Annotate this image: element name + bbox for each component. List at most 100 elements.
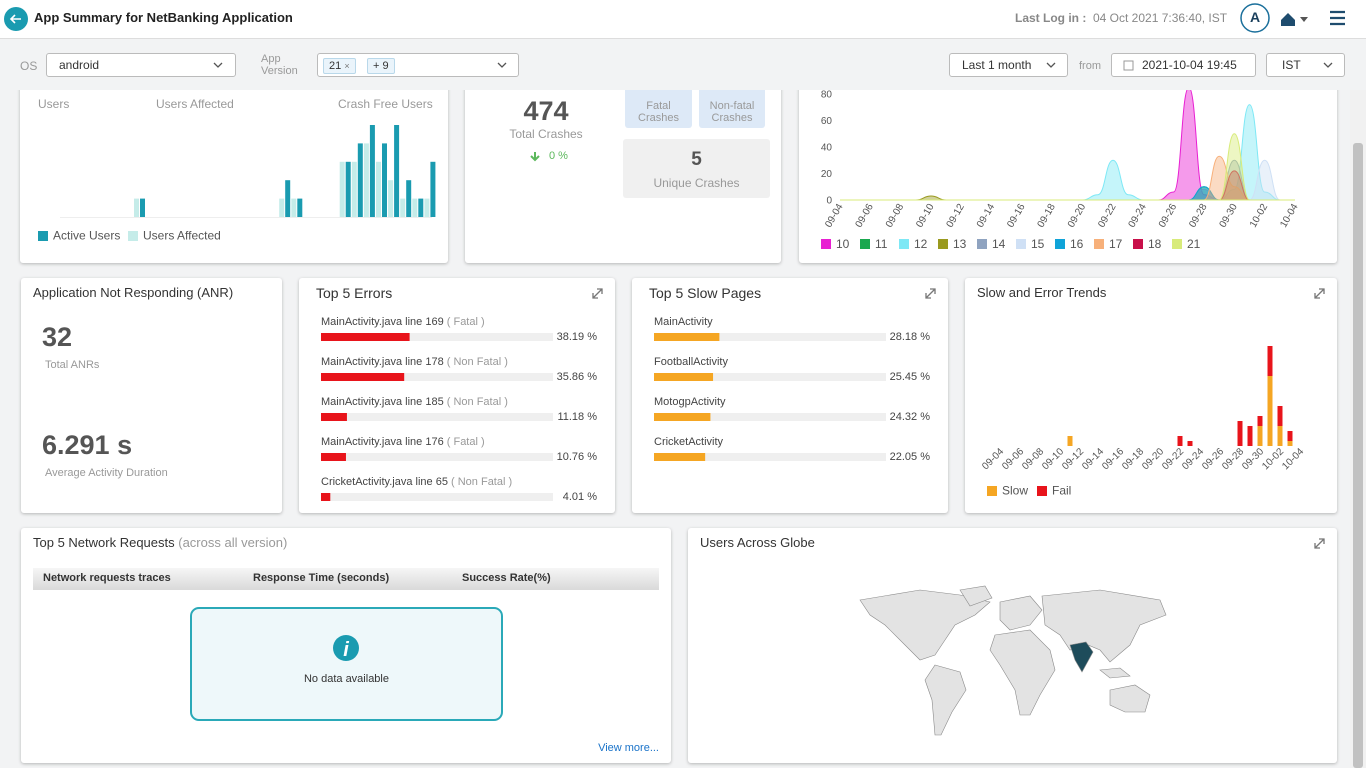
legend-label: Users Affected bbox=[143, 229, 221, 243]
legend-label: 21 bbox=[1187, 237, 1201, 251]
legend-swatch bbox=[977, 239, 987, 249]
legend-swatch bbox=[860, 239, 870, 249]
expand-icon[interactable] bbox=[592, 288, 603, 299]
asia bbox=[1041, 589, 1167, 663]
errors-card bbox=[299, 278, 615, 513]
from-input[interactable]: 2021-10-04 19:45 bbox=[1111, 53, 1256, 77]
x-tick-label: 09-26 bbox=[1200, 446, 1226, 472]
europe bbox=[999, 595, 1043, 631]
legend-label: 10 bbox=[836, 237, 850, 251]
item-label: 38.19 % bbox=[556, 331, 597, 343]
x-tick-label: 09-30 bbox=[1240, 446, 1266, 472]
legend-swatch bbox=[1172, 239, 1182, 249]
range-select[interactable]: Last 1 month bbox=[949, 53, 1068, 77]
x-tick-label: 09-30 bbox=[1218, 202, 1241, 230]
legend-swatch bbox=[1016, 239, 1026, 249]
legend-label: 17 bbox=[1109, 237, 1123, 251]
y-tick-label: 60 bbox=[821, 116, 833, 127]
tz-select[interactable]: IST bbox=[1266, 53, 1345, 77]
chip-remove[interactable]: × bbox=[344, 61, 350, 71]
bar bbox=[654, 453, 706, 461]
version-chip[interactable]: 21 × bbox=[323, 58, 356, 74]
legend-swatch bbox=[1133, 239, 1143, 249]
bar-track bbox=[321, 373, 553, 381]
bar bbox=[394, 125, 400, 217]
item-label: 22.05 % bbox=[889, 451, 930, 463]
avatar[interactable] bbox=[1240, 3, 1270, 33]
empty-message: No data available bbox=[303, 673, 389, 685]
item-kind: ( Non Fatal ) bbox=[446, 396, 508, 408]
slow-pages-title: Top 5 Slow Pages bbox=[649, 285, 762, 301]
expand-icon[interactable] bbox=[1314, 288, 1325, 299]
info-icon bbox=[333, 635, 359, 661]
bar bbox=[339, 161, 345, 217]
legend-label: 11 bbox=[875, 237, 888, 251]
page-title: App Summary for NetBanking Application bbox=[34, 10, 293, 25]
os-label: OS bbox=[20, 59, 38, 73]
item-kind: ( Non Fatal ) bbox=[451, 476, 513, 488]
x-tick-label: 09-10 bbox=[1040, 446, 1066, 472]
fatal-label: Fatal Crashes bbox=[638, 100, 679, 124]
menu-icon[interactable] bbox=[1330, 10, 1345, 26]
nonfatal-box bbox=[699, 78, 765, 128]
os-select[interactable]: android bbox=[46, 53, 236, 77]
x-tick-label: 10-04 bbox=[1278, 202, 1301, 230]
item-name: FootballActivity bbox=[654, 354, 728, 370]
x-tick-label: 09-06 bbox=[1000, 446, 1026, 472]
home-caret[interactable] bbox=[1300, 17, 1308, 22]
item-name-text: MainActivity.java line 169 bbox=[321, 316, 444, 328]
bar bbox=[321, 413, 347, 421]
table-header bbox=[33, 568, 659, 590]
anr-total: 32 bbox=[42, 322, 73, 352]
x-tick-label: 10-04 bbox=[1280, 446, 1306, 472]
bar-track bbox=[321, 493, 553, 501]
item-label: 25.45 % bbox=[889, 371, 930, 383]
anr-total-label: Total ANRs bbox=[45, 359, 100, 371]
column-header: Network requests traces bbox=[43, 572, 171, 584]
scrollbar-thumb[interactable] bbox=[1353, 143, 1363, 768]
x-tick-label: 09-18 bbox=[1036, 202, 1059, 230]
bar bbox=[321, 453, 346, 461]
item-name-text: MainActivity.java line 185 bbox=[321, 396, 444, 408]
legend-label: 14 bbox=[992, 237, 1006, 251]
trends-title: Slow and Error Trends bbox=[977, 285, 1107, 300]
empty-box bbox=[190, 607, 503, 721]
view-more[interactable]: View more... bbox=[598, 742, 659, 754]
item-name: MotogpActivity bbox=[654, 394, 726, 410]
x-tick-label: 09-04 bbox=[980, 446, 1006, 472]
from-label: from bbox=[1079, 60, 1101, 72]
version-select[interactable]: 21 × + 9 bbox=[317, 53, 519, 77]
column-header: Response Time (seconds) bbox=[253, 572, 390, 584]
expand-icon[interactable] bbox=[925, 288, 936, 299]
version-chip[interactable]: + 9 bbox=[367, 58, 395, 74]
home-icon[interactable] bbox=[1281, 13, 1295, 26]
item-label: 24.32 % bbox=[889, 411, 930, 423]
item-name: MainActivity bbox=[654, 314, 713, 330]
x-tick-label: 09-28 bbox=[1220, 446, 1246, 472]
x-tick-label: 10-02 bbox=[1248, 202, 1271, 230]
x-tick-label: 09-16 bbox=[1005, 202, 1028, 230]
x-tick-label: 09-12 bbox=[1060, 446, 1086, 472]
down-arrow bbox=[530, 152, 540, 162]
bar bbox=[357, 143, 363, 217]
item-name-text: MainActivity.java line 176 bbox=[321, 436, 444, 448]
bar bbox=[1067, 436, 1073, 446]
errors-title: Top 5 Errors bbox=[316, 285, 393, 301]
total-crashes-label: Total Crashes bbox=[509, 127, 583, 141]
x-tick-label: 09-24 bbox=[1127, 202, 1150, 230]
africa bbox=[989, 629, 1056, 716]
bar-track bbox=[654, 333, 886, 341]
legend-swatch bbox=[1037, 486, 1047, 496]
y-tick-label: 80 bbox=[821, 90, 833, 101]
bar-track bbox=[321, 333, 553, 341]
legend-swatch bbox=[987, 486, 997, 496]
network-title: Top 5 Network Requests (across all versi… bbox=[33, 535, 287, 551]
expand-icon[interactable] bbox=[1314, 538, 1325, 549]
x-tick-label: 09-22 bbox=[1160, 446, 1186, 472]
affected-label: Users Affected bbox=[156, 97, 234, 111]
bar bbox=[1267, 376, 1273, 446]
item-label: 11.18 % bbox=[557, 411, 597, 423]
bar bbox=[1237, 421, 1243, 446]
bar bbox=[382, 143, 387, 217]
